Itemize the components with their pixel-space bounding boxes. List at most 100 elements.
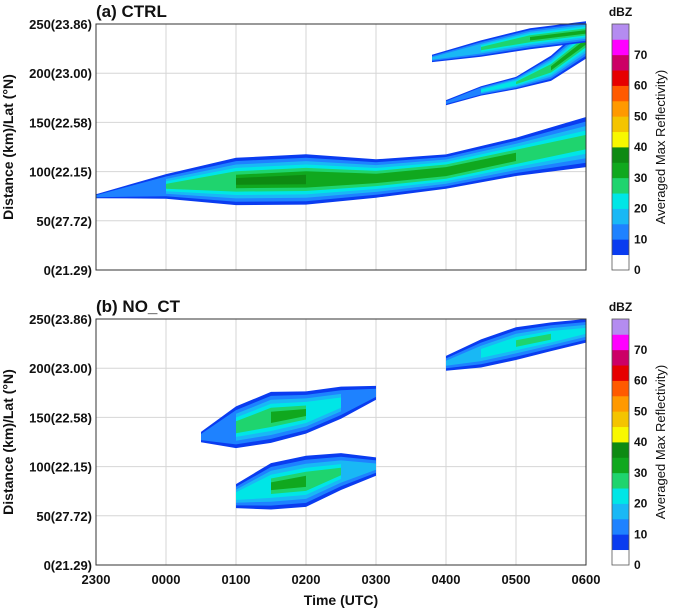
reflectivity-band-25-dbz xyxy=(516,36,586,85)
storm-cell xyxy=(96,117,586,206)
colorbar-unit: dBZ xyxy=(609,5,632,19)
colorbar-segment xyxy=(612,319,629,335)
y-tick-label: 200(23.00) xyxy=(29,361,92,376)
colorbar-segment xyxy=(612,518,629,535)
colorbar-segment xyxy=(612,549,629,566)
colorbar-tick-label: 60 xyxy=(634,79,648,93)
colorbar-segment xyxy=(612,177,629,194)
y-tick-label: 150(22.58) xyxy=(29,410,92,425)
reflectivity-band-30-dbz xyxy=(530,30,586,41)
colorbar-segment xyxy=(612,131,629,148)
colorbar-tick-label: 20 xyxy=(634,497,648,511)
y-tick-label: 100(22.15) xyxy=(29,460,92,475)
storm-cell xyxy=(236,453,376,510)
colorbar-tick-label: 50 xyxy=(634,109,648,123)
colorbar-segment xyxy=(612,85,629,102)
reflectivity-band-25-dbz xyxy=(516,333,551,347)
reflectivity-band-30-dbz xyxy=(551,38,586,71)
colorbar-segment xyxy=(612,54,629,71)
reflectivity-band-30-dbz xyxy=(271,475,306,491)
plot-frame xyxy=(95,318,587,566)
y-tick-labels: 0(21.29) 50(27.72) 100(22.15) 150(22.58) 200… xyxy=(29,17,92,278)
y-tick-label: 250(23.86) xyxy=(29,17,92,32)
x-tick-label: 0200 xyxy=(292,572,321,587)
colorbar-segment xyxy=(612,349,629,366)
colorbar-tick-label: 20 xyxy=(634,202,648,216)
panel-title: (a) CTRL xyxy=(96,2,167,21)
colorbar-segment xyxy=(612,426,629,443)
colorbar-segment xyxy=(612,380,629,397)
colorbar: dBZ 0 10 20 30 40 50 60 70 Averaged Max Reflectiv… xyxy=(609,300,668,572)
panel-b: (b) NO_CT 0(21.29) 50(27.72) 100(22.15) 150… xyxy=(29,297,668,573)
colorbar-segment xyxy=(612,100,629,117)
reflectivity-band-35-dbz xyxy=(236,174,306,185)
y-tick-label: 0(21.29) xyxy=(44,558,92,573)
colorbar-frame xyxy=(611,318,630,566)
colorbar-segment xyxy=(612,39,629,56)
colorbar-segment xyxy=(612,70,629,86)
colorbar-segment xyxy=(612,472,629,489)
colorbar-segment xyxy=(612,208,629,225)
colorbar-tick-label: 50 xyxy=(634,404,648,418)
colorbar-segment xyxy=(612,239,629,256)
colorbar-frame xyxy=(611,23,630,271)
y-tick-label: 50(27.72) xyxy=(36,509,92,524)
colorbar: dBZ 0 10 20 30 40 50 60 70 Averaged Max Reflectiv… xyxy=(609,5,668,277)
y-tick-labels: 0(21.29) 50(27.72) 100(22.15) 150(22.58) 200… xyxy=(29,312,92,573)
colorbar-tick-label: 10 xyxy=(634,232,648,246)
colorbar-tick-label: 10 xyxy=(634,527,648,541)
colorbar-tick-label: 40 xyxy=(634,435,648,449)
colorbar-tick-label: 30 xyxy=(634,171,648,185)
x-tick-label: 0600 xyxy=(572,572,601,587)
storm-cell xyxy=(201,385,376,449)
storm-cell xyxy=(446,24,586,106)
colorbar-label: Averaged Max Reflectivity) xyxy=(653,70,668,224)
y-tick-label: 250(23.86) xyxy=(29,312,92,327)
colorbar-unit: dBZ xyxy=(609,300,632,314)
colorbar-label: Averaged Max Reflectivity) xyxy=(653,365,668,519)
colorbar-tick-label: 40 xyxy=(634,140,648,154)
colorbar-segment xyxy=(612,147,629,163)
x-tick-label: 2300 xyxy=(82,572,111,587)
x-tick-label: 0000 xyxy=(152,572,181,587)
storm-cell xyxy=(432,21,586,63)
colorbar-segment xyxy=(612,24,629,40)
colorbar-segment xyxy=(612,395,629,412)
colorbar-segment xyxy=(612,411,629,428)
y-tick-label: 150(22.58) xyxy=(29,115,92,130)
colorbar-segment xyxy=(612,503,629,520)
y-axis-label-b: Distance (km)/Lat (°N) xyxy=(0,369,16,515)
reflectivity-contours xyxy=(96,21,586,206)
colorbar-tick-label: 70 xyxy=(634,48,648,62)
plot-frame xyxy=(95,23,587,271)
colorbar-segment xyxy=(612,223,629,240)
colorbar-segment xyxy=(612,162,629,179)
colorbar-segment xyxy=(612,534,629,551)
y-tick-label: 0(21.29) xyxy=(44,263,92,278)
y-tick-label: 200(23.00) xyxy=(29,66,92,81)
y-tick-label: 100(22.15) xyxy=(29,165,92,180)
colorbar-tick-label: 30 xyxy=(634,466,648,480)
colorbar-segment xyxy=(612,457,629,474)
colorbar-segment xyxy=(612,254,629,271)
x-tick-label: 0300 xyxy=(362,572,391,587)
colorbar-segment xyxy=(612,193,629,209)
colorbar-segment xyxy=(612,365,629,381)
x-tick-label: 0100 xyxy=(222,572,251,587)
colorbar-segment xyxy=(612,488,629,504)
y-tick-label: 50(27.72) xyxy=(36,214,92,229)
storm-cell xyxy=(446,319,586,371)
x-tick-labels: 2300 0000 0100 0200 0300 0400 0500 0600 xyxy=(82,572,601,587)
reflectivity-band-30-dbz xyxy=(271,409,306,423)
panel-a: (a) CTRL 0(21.29) 50(27.72) 100(22.15) 150(… xyxy=(29,2,668,278)
panel-title: (b) NO_CT xyxy=(96,297,181,316)
reflectivity-band-20-dbz xyxy=(481,33,586,93)
y-axis-label-a: Distance (km)/Lat (°N) xyxy=(0,74,16,220)
reflectivity-contours xyxy=(201,319,586,510)
colorbar-segment xyxy=(612,442,629,458)
colorbar-tick-label: 60 xyxy=(634,374,648,388)
colorbar-tick-label: 0 xyxy=(634,263,641,277)
colorbar-segment xyxy=(612,334,629,351)
x-tick-label: 0400 xyxy=(432,572,461,587)
